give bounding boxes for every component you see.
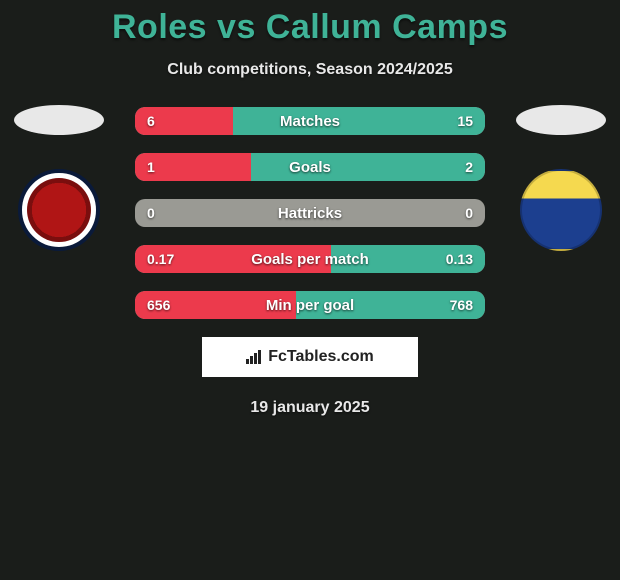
player-left-placeholder	[14, 105, 104, 135]
brand-chart-icon	[246, 350, 264, 364]
stat-value-left: 0.17	[147, 251, 187, 267]
stat-row: 656 Min per goal 768	[135, 291, 485, 319]
brand-box: FcTables.com	[202, 337, 418, 377]
page-title: Roles vs Callum Camps	[0, 0, 620, 47]
stat-value-right: 0	[433, 205, 473, 221]
stat-row: 0.17 Goals per match 0.13	[135, 245, 485, 273]
brand-text: FcTables.com	[268, 348, 374, 366]
player-right-placeholder	[516, 105, 606, 135]
stat-value-right: 15	[433, 113, 473, 129]
stat-label: Goals	[289, 159, 331, 176]
club-badge-left	[18, 169, 100, 251]
stat-rows: 6 Matches 15 1 Goals 2 0 Hattricks 0 0.17 Goals pe…	[135, 107, 485, 319]
stat-value-right: 0.13	[433, 251, 473, 267]
stat-row: 6 Matches 15	[135, 107, 485, 135]
stat-row: 1 Goals 2	[135, 153, 485, 181]
stat-value-left: 6	[147, 113, 187, 129]
stat-label: Hattricks	[278, 205, 342, 222]
stat-value-right: 768	[433, 297, 473, 313]
stat-value-left: 1	[147, 159, 187, 175]
stat-label: Matches	[280, 113, 340, 130]
club-badge-right	[520, 169, 602, 251]
subtitle: Club competitions, Season 2024/2025	[0, 61, 620, 79]
comparison-panel: 6 Matches 15 1 Goals 2 0 Hattricks 0 0.17 Goals pe…	[0, 107, 620, 417]
date-line: 19 january 2025	[0, 399, 620, 417]
stat-value-left: 656	[147, 297, 187, 313]
stat-label: Goals per match	[251, 251, 369, 268]
stat-row: 0 Hattricks 0	[135, 199, 485, 227]
stat-value-right: 2	[433, 159, 473, 175]
stat-label: Min per goal	[266, 297, 354, 314]
stat-value-left: 0	[147, 205, 187, 221]
